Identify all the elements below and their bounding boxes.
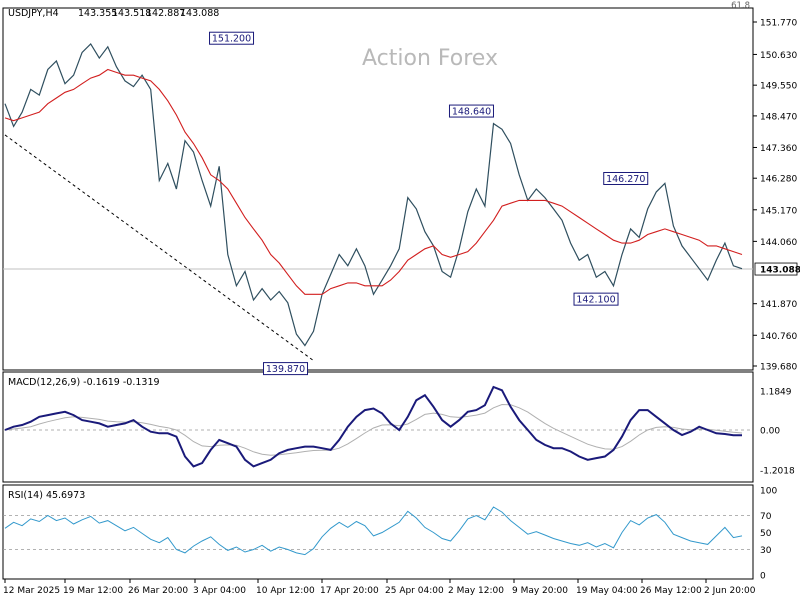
price-tick-label: 148.470 — [760, 112, 797, 122]
rsi-panel — [2, 484, 754, 580]
series-macd — [4, 385, 742, 468]
time-tick-label: 17 Apr 20:00 — [320, 586, 379, 596]
price-tick-label: 144.060 — [760, 238, 797, 248]
time-tick-label: 3 Apr 04:00 — [193, 586, 246, 596]
current-price-label: 143.088 — [760, 266, 800, 276]
price-tick-label: 149.550 — [760, 82, 797, 92]
price-panel — [2, 7, 754, 371]
price-label-box — [448, 104, 494, 118]
price-tick-label: 150.630 — [760, 51, 797, 61]
price-tick-label: 147.360 — [760, 144, 797, 154]
rsi-tick-label: 100 — [760, 487, 777, 497]
ohlc-open: 143.355 — [78, 8, 117, 19]
macd-tick-label: -1.2018 — [760, 466, 795, 476]
price-label: 139.870 — [266, 364, 305, 375]
series-signal — [4, 403, 743, 456]
macd-title: MACD(12,26,9) -0.1619 -0.1319 — [8, 377, 160, 388]
top-level-label: 61.8 — [731, 1, 750, 11]
time-tick-label: 26 Mar 20:00 — [128, 586, 188, 596]
series-rsi — [4, 506, 743, 556]
price-plot: 151.200 148.640 146.270 142.100 139.870 — [3, 31, 753, 376]
ohlc-close: 143.088 — [180, 8, 219, 19]
price-label: 151.200 — [212, 34, 251, 45]
time-tick-label: 19 May 04:00 — [576, 586, 638, 596]
price-tick-label: 139.680 — [760, 363, 797, 373]
time-tick-label: 10 Apr 12:00 — [256, 586, 315, 596]
watermark: Action Forex — [362, 46, 498, 71]
price-tick-label: 146.280 — [760, 175, 797, 185]
rsi-plot — [3, 506, 753, 556]
ohlc-low: 142.887 — [146, 8, 185, 19]
rsi-tick-label: 50 — [760, 529, 772, 539]
price-title: USDJPY,H4 — [8, 8, 59, 19]
time-tick-label: 25 Apr 04:00 — [385, 586, 444, 596]
macd-plot — [3, 385, 753, 468]
rsi-tick-label: 30 — [760, 546, 772, 556]
macd-tick-label: 1.1849 — [760, 387, 792, 397]
price-tick-label: 151.770 — [760, 19, 797, 29]
price-label: 146.270 — [606, 174, 645, 185]
price-label-box — [263, 362, 309, 376]
current-price-tag — [754, 262, 798, 276]
time-tick-label: 9 May 20:00 — [512, 586, 568, 596]
macd-tick-label: 0.00 — [760, 427, 780, 437]
price-label-box — [573, 292, 619, 306]
macd-panel — [2, 371, 754, 483]
rsi-tick-label: 0 — [760, 572, 766, 582]
price-label-box — [209, 31, 255, 45]
price-tick-label: 145.170 — [760, 206, 797, 216]
series-ema — [4, 68, 743, 295]
time-tick-label: 2 May 12:00 — [448, 586, 504, 596]
rsi-title: RSI(14) 45.6973 — [8, 490, 85, 501]
price-label: 148.640 — [452, 107, 491, 118]
time-tick-label: 12 Mar 2025 — [3, 586, 60, 596]
time-tick-label: 26 May 12:00 — [640, 586, 702, 596]
price-tick-label: 141.870 — [760, 300, 797, 310]
price-label: 142.100 — [576, 295, 615, 306]
price-tick-label: 140.760 — [760, 332, 797, 342]
series-usdjpy — [4, 42, 743, 347]
axes: 151.770 150.630 149.550 148.470 147.360 146.2… — [3, 19, 800, 597]
time-tick-label: 19 Mar 12:00 — [63, 586, 123, 596]
time-tick-label: 2 Jun 20:00 — [704, 586, 756, 596]
trendline — [4, 134, 314, 361]
rsi-tick-label: 70 — [760, 512, 772, 522]
ohlc-high: 143.518 — [112, 8, 151, 19]
price-label-box — [603, 171, 649, 185]
